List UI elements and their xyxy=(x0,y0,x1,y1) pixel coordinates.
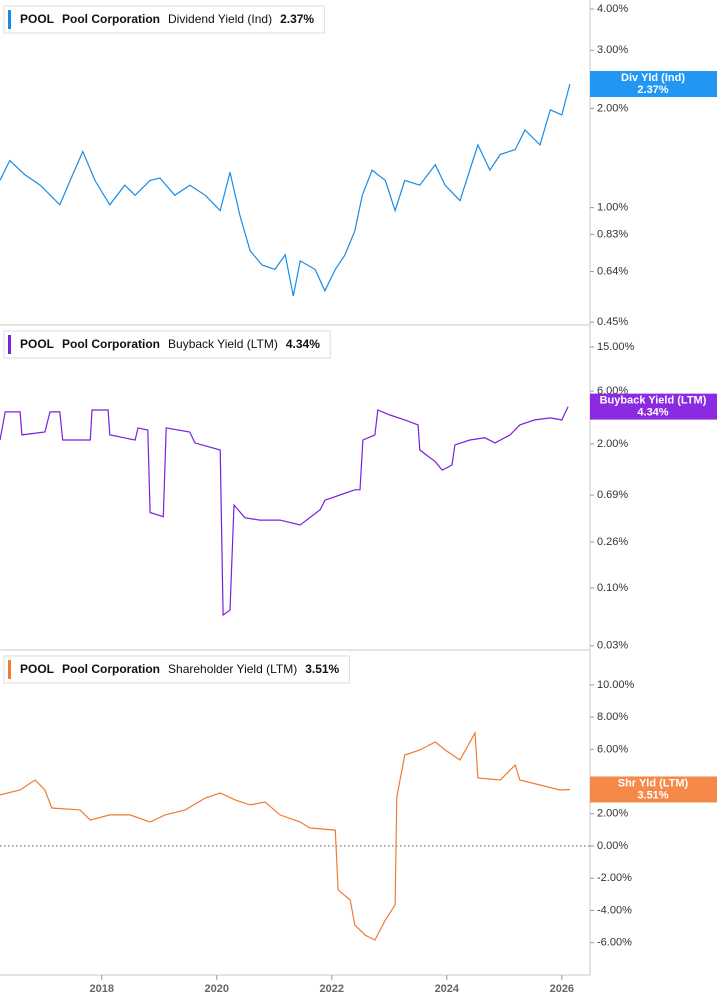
legend-item: POOL xyxy=(20,662,54,676)
legend-text: POOL Pool Corporation Dividend Yield (Ind)… xyxy=(20,12,314,26)
legend-item: Buyback Yield (LTM) xyxy=(168,337,278,351)
legend-swatch xyxy=(8,10,11,29)
legend: POOL Pool Corporation Dividend Yield (Ind)… xyxy=(3,5,325,34)
legend-item: Pool Corporation xyxy=(62,662,160,676)
badge-value: 2.37% xyxy=(637,84,668,96)
value-badge xyxy=(590,776,717,803)
badge-value: 3.51% xyxy=(637,789,668,801)
y-tick-label: 0.83% xyxy=(597,228,628,240)
x-tick-label: 2024 xyxy=(435,983,460,995)
legend-item: 3.51% xyxy=(305,662,339,676)
y-tick-label: 3.00% xyxy=(597,44,628,56)
y-tick-label: 0.69% xyxy=(597,489,628,501)
series-line xyxy=(0,83,571,297)
legend-box xyxy=(3,655,351,684)
y-tick-label: 8.00% xyxy=(597,711,628,723)
legend-text: POOL Pool Corporation Buyback Yield (LTM) 4… xyxy=(20,337,320,351)
x-tick-label: 2026 xyxy=(550,983,574,995)
y-tick-label: -6.00% xyxy=(597,937,632,949)
value-badge xyxy=(590,71,717,98)
badge-label: Div Yld (Ind) xyxy=(621,72,685,84)
legend-item: POOL xyxy=(20,337,54,351)
value-badge xyxy=(590,393,717,420)
legend: POOL Pool Corporation Shareholder Yield (L… xyxy=(3,655,351,684)
badge-value: 4.34% xyxy=(637,407,668,419)
x-tick-label: 2022 xyxy=(320,983,344,995)
y-tick-label: -4.00% xyxy=(597,904,632,916)
series-line xyxy=(0,406,569,617)
badge-label: Buyback Yield (LTM) xyxy=(600,395,707,407)
y-tick-label: 10.00% xyxy=(597,679,635,691)
y-tick-label: 4.00% xyxy=(597,3,628,15)
y-tick-label: 0.00% xyxy=(597,840,628,852)
legend-item: Pool Corporation xyxy=(62,12,160,26)
x-tick-label: 2020 xyxy=(205,983,229,995)
y-tick-label: 1.00% xyxy=(597,202,628,214)
series-line xyxy=(0,730,570,941)
legend-swatch xyxy=(8,335,11,354)
y-tick-label: 15.00% xyxy=(597,341,635,353)
y-tick-label: 0.03% xyxy=(597,640,628,652)
x-tick-label: 2018 xyxy=(90,983,114,995)
y-tick-label: -2.00% xyxy=(597,872,632,884)
legend-item: Pool Corporation xyxy=(62,337,160,351)
legend-item: POOL xyxy=(20,12,54,26)
y-tick-label: 0.26% xyxy=(597,536,628,548)
badge-label: Shr Yld (LTM) xyxy=(618,777,689,789)
legend-item: 2.37% xyxy=(280,12,314,26)
y-tick-label: 0.45% xyxy=(597,316,628,328)
legend: POOL Pool Corporation Buyback Yield (LTM) 4… xyxy=(3,330,331,359)
legend-box xyxy=(3,5,325,34)
y-tick-label: 2.00% xyxy=(597,808,628,820)
legend-box xyxy=(3,330,331,359)
legend-text: POOL Pool Corporation Shareholder Yield (L… xyxy=(20,662,340,676)
y-tick-label: 0.10% xyxy=(597,582,628,594)
legend-item: Dividend Yield (Ind) xyxy=(168,12,272,26)
y-tick-label: 0.64% xyxy=(597,266,628,278)
y-tick-label: 2.00% xyxy=(597,438,628,450)
y-tick-label: 2.00% xyxy=(597,102,628,114)
y-tick-label: 6.00% xyxy=(597,743,628,755)
legend-item: Shareholder Yield (LTM) xyxy=(168,662,297,676)
legend-item: 4.34% xyxy=(286,337,320,351)
legend-swatch xyxy=(8,660,11,679)
